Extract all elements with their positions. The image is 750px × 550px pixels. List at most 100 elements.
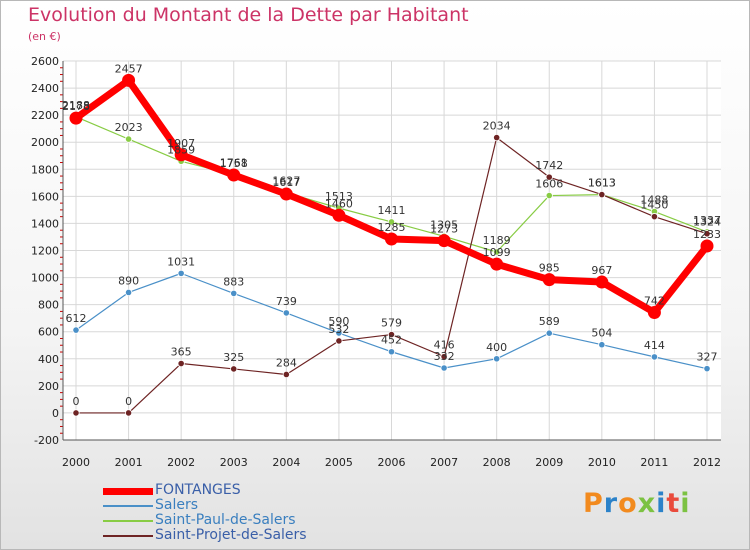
data-label: 1758 [220,157,248,170]
data-label: 332 [434,350,455,363]
data-point [490,257,504,271]
data-point [493,355,501,363]
data-label: 1305 [430,218,458,231]
data-point [437,234,451,248]
data-point [542,273,556,287]
data-point [493,134,501,142]
chart-unit: (en €) [28,30,61,43]
legend-label: Saint-Paul-de-Salers [155,512,296,528]
data-point [440,364,448,372]
y-tick-label: 800 [38,299,59,312]
legend-swatch [103,535,153,537]
y-tick-label: 2000 [31,136,59,149]
data-point [598,190,606,199]
data-label: 1613 [588,177,616,190]
x-tick-label: 2005 [325,456,353,469]
data-label: 589 [539,315,560,328]
data-label: 1324 [693,216,721,229]
data-label: 1031 [167,255,195,268]
axes: -200020040060080010001200140016001800200… [31,55,721,469]
data-point [335,337,343,345]
data-label: 1285 [378,221,406,234]
data-point [335,329,343,337]
y-tick-label: 1400 [31,217,59,230]
logo-letter: t [666,488,681,519]
data-point [598,341,606,349]
x-tick-label: 2000 [62,456,90,469]
data-point [545,329,553,337]
legend-label: Salers [155,497,199,513]
proxiti-logo: Proxiti [583,488,691,519]
data-label: 739 [276,295,297,308]
chart-title: Evolution du Montant de la Dette par Hab… [28,4,469,26]
data-point [177,269,185,277]
data-point [647,305,661,319]
y-tick-label: 2600 [31,55,59,68]
data-label: 967 [591,264,612,277]
data-point [72,409,80,417]
data-point [69,111,83,125]
data-point [122,73,136,87]
x-tick-label: 2002 [167,456,195,469]
data-label: 400 [486,341,507,354]
logo-letter: i [656,488,667,519]
x-tick-label: 2008 [483,456,511,469]
y-tick-label: 1800 [31,163,59,176]
data-label: 414 [644,339,665,352]
data-point [650,213,659,221]
data-label: 416 [434,339,455,352]
data-label: 1273 [430,223,458,236]
data-point [703,230,711,238]
legend-swatch [103,520,153,522]
data-label: 504 [591,327,612,340]
data-label: 2457 [115,62,143,75]
data-point [72,326,80,334]
y-tick-label: -200 [34,434,59,447]
data-point [545,173,553,181]
data-point [650,353,659,361]
series-lines [69,73,714,417]
data-point [440,353,448,361]
data-label: 1189 [483,234,511,247]
data-label: 590 [328,315,349,328]
x-tick-label: 2010 [588,456,616,469]
data-label: 883 [223,275,244,288]
data-point [124,135,133,143]
data-label: 2023 [115,121,143,134]
data-label: 327 [697,351,718,364]
data-point [230,289,238,298]
data-point [124,288,133,297]
data-label: 579 [381,317,402,330]
data-label: 2034 [483,120,511,133]
data-point [387,330,396,339]
data-label: 985 [539,262,560,275]
data-point [700,239,714,253]
y-tick-label: 1000 [31,272,59,285]
y-tick-label: 2400 [31,82,59,95]
data-label: 1233 [693,228,721,241]
data-point [177,359,185,368]
data-label: 1411 [378,204,406,217]
y-tick-label: 600 [38,326,59,339]
data-point [279,187,293,201]
logo-letter: x [637,488,657,519]
legend-label: FONTANGES [155,482,241,498]
data-point [387,348,396,356]
data-label: 1613 [588,177,616,190]
y-tick-label: 0 [52,407,59,420]
line-chart: -200020040060080010001200140016001800200… [31,55,721,469]
legend-label: Saint-Projet-de-Salers [155,527,307,543]
legend-swatch [103,487,153,495]
data-point [493,248,501,256]
data-label: 284 [276,356,297,369]
data-label: 365 [171,346,192,359]
data-label: 2178 [62,100,90,113]
data-label: 1337 [693,214,721,227]
legend-swatch [103,505,153,507]
data-label: 1761 [220,157,248,170]
y-tick-label: 1600 [31,190,59,203]
data-label: 2188 [62,99,90,112]
data-point [174,148,188,162]
x-tick-label: 2007 [430,456,458,469]
